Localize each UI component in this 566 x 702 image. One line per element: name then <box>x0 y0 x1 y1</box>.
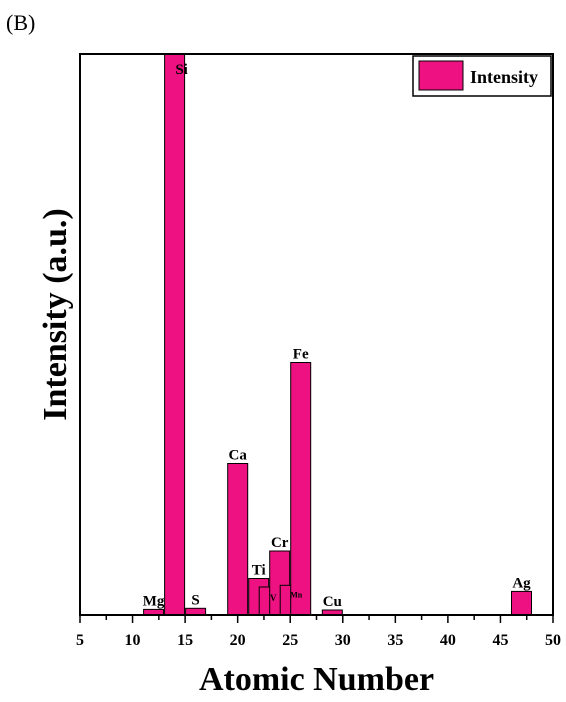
panel-label: (B) <box>6 10 35 35</box>
x-tick-label: 40 <box>440 632 456 649</box>
bar-s <box>185 607 207 616</box>
legend-swatch <box>418 60 464 91</box>
bar-label-ag: Ag <box>512 575 531 591</box>
bar-label-ti: Ti <box>252 563 266 579</box>
bar-ag <box>511 590 532 616</box>
bar-label-ca: Ca <box>229 448 248 464</box>
bar-label-mn: Mn <box>290 590 303 599</box>
x-tick-label: 5 <box>76 632 84 649</box>
x-tick-label: 10 <box>125 632 141 649</box>
x-tick-label: 45 <box>492 632 508 649</box>
x-tick-label: 20 <box>230 632 246 649</box>
plot-frame <box>79 53 554 616</box>
bar-fe <box>290 362 312 616</box>
legend-entry-intensity: Intensity <box>470 67 538 87</box>
x-tick-label: 50 <box>545 632 561 649</box>
legend: Intensity <box>412 55 552 97</box>
y-axis-title: Intensity (a.u.) <box>37 208 74 421</box>
bar-label-v: V <box>270 593 277 603</box>
bar-label-mg: Mg <box>143 593 165 609</box>
bar-labels-group: Mg Si S Ca Ti V Cr Mn Fe Cu Ag <box>143 62 531 610</box>
x-tick-label: 35 <box>387 632 403 649</box>
x-tick-labels-group: 5 10 15 20 25 30 35 40 45 50 <box>76 632 561 649</box>
bar-ca <box>227 463 249 616</box>
bar-label-cr: Cr <box>271 535 289 551</box>
x-tick-label: 25 <box>282 632 298 649</box>
bar-label-si: Si <box>175 62 188 78</box>
bar-label-fe: Fe <box>293 347 309 363</box>
bar-si <box>164 53 186 616</box>
bars-group <box>143 53 532 616</box>
x-ticks-group <box>79 615 554 623</box>
x-axis-title: Atomic Number <box>199 661 434 698</box>
bar-label-cu: Cu <box>323 594 342 610</box>
x-tick-label: 15 <box>177 632 193 649</box>
bar-label-s: S <box>191 592 199 608</box>
x-tick-label: 30 <box>335 632 351 649</box>
